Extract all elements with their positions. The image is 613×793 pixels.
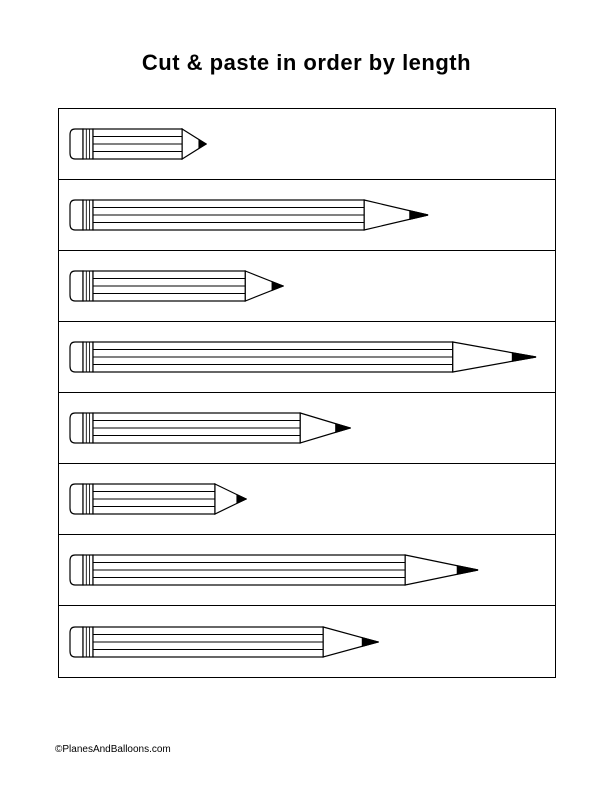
- pencil-icon: [69, 128, 207, 160]
- pencil-icon: [69, 483, 247, 515]
- worksheet-row: [59, 251, 555, 322]
- page-title: Cut & paste in order by length: [55, 50, 558, 76]
- footer-credit: ©PlanesAndBalloons.com: [55, 744, 171, 755]
- pencil-icon: [69, 554, 479, 586]
- worksheet-container: [58, 108, 556, 678]
- pencil-icon: [69, 270, 284, 302]
- pencil-icon: [69, 341, 537, 373]
- pencil-icon: [69, 412, 351, 444]
- worksheet-row: [59, 393, 555, 464]
- worksheet-row: [59, 322, 555, 393]
- worksheet-row: [59, 464, 555, 535]
- worksheet-row: [59, 606, 555, 677]
- worksheet-row: [59, 109, 555, 180]
- worksheet-row: [59, 535, 555, 606]
- worksheet-row: [59, 180, 555, 251]
- pencil-icon: [69, 199, 429, 231]
- pencil-icon: [69, 626, 379, 658]
